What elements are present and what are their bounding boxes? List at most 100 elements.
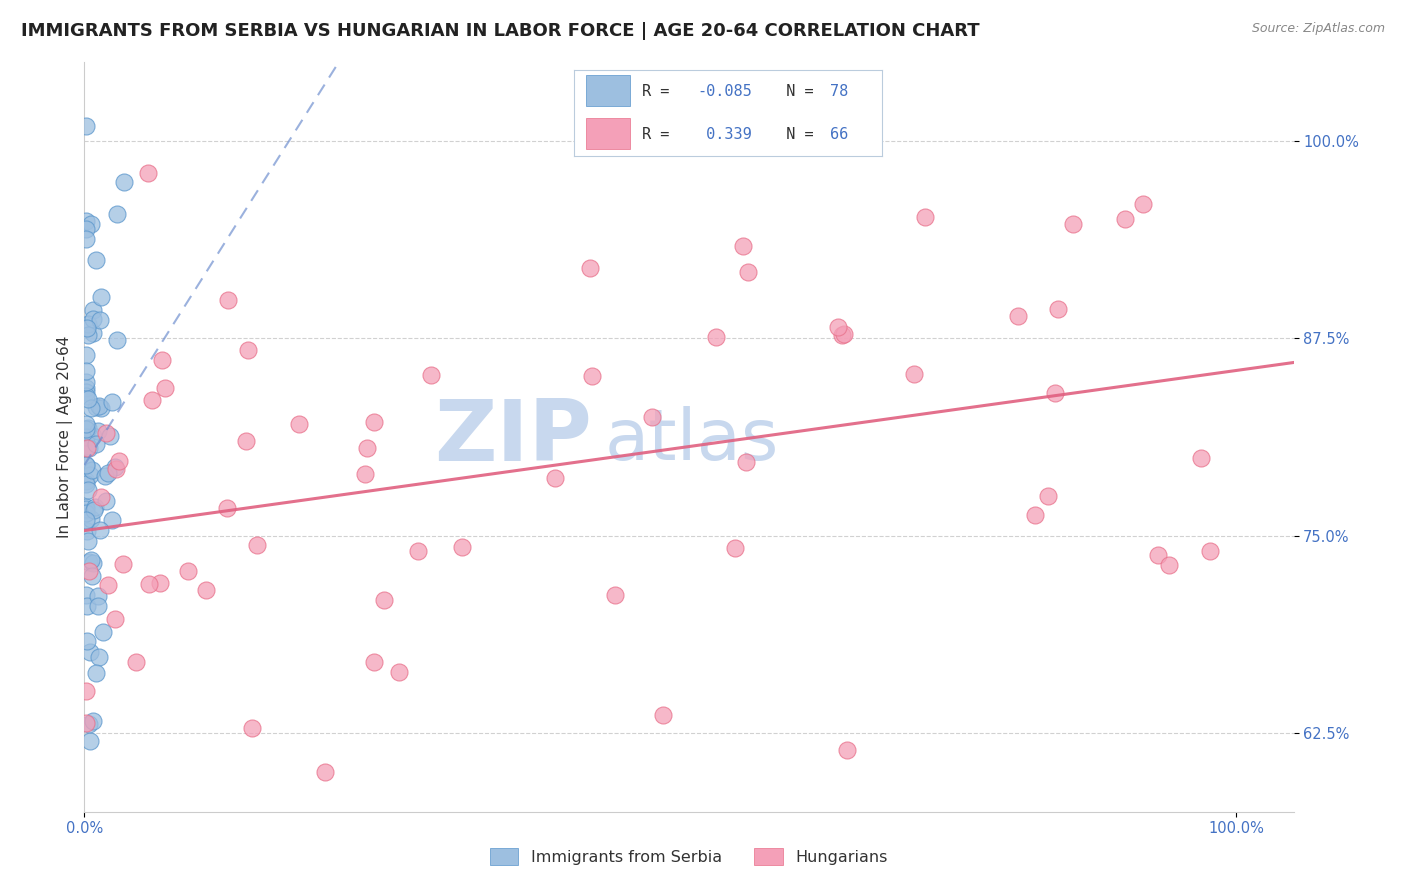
Point	[75, 119, 97, 133]
Point	[98, 429, 121, 443]
Point	[96, 578, 118, 592]
Point	[75, 348, 97, 362]
Point	[107, 453, 129, 467]
Point	[236, 343, 259, 357]
Point	[353, 467, 375, 482]
Point	[77, 565, 100, 579]
Point	[76, 533, 98, 548]
Point	[1159, 558, 1181, 573]
Point	[86, 436, 108, 450]
Point	[356, 441, 378, 455]
Text: atlas: atlas	[605, 407, 779, 475]
Point	[86, 400, 108, 414]
Point	[914, 210, 936, 224]
Point	[96, 494, 118, 508]
Point	[104, 612, 127, 626]
Point	[215, 501, 238, 516]
Text: IMMIGRANTS FROM SERBIA VS HUNGARIAN IN LABOR FORCE | AGE 20-64 CORRELATION CHART: IMMIGRANTS FROM SERBIA VS HUNGARIAN IN L…	[21, 22, 980, 40]
Point	[82, 326, 104, 340]
Point	[75, 375, 97, 389]
Point	[76, 439, 98, 453]
Point	[80, 217, 103, 231]
Point	[83, 503, 105, 517]
Point	[87, 424, 110, 438]
Point	[704, 330, 727, 344]
Point	[75, 458, 97, 473]
Point	[75, 588, 97, 602]
Point	[75, 389, 97, 403]
Point	[75, 500, 97, 514]
Point	[96, 426, 118, 441]
Point	[903, 368, 925, 382]
Point	[75, 417, 97, 431]
Point	[75, 232, 97, 246]
Point	[80, 553, 103, 567]
Point	[76, 317, 98, 331]
Point	[75, 683, 97, 698]
Point	[141, 393, 163, 408]
Point	[75, 715, 97, 730]
Point	[419, 368, 441, 382]
Point	[104, 459, 127, 474]
Point	[724, 541, 747, 556]
Point	[1047, 301, 1070, 316]
Point	[1132, 196, 1154, 211]
Point	[87, 399, 110, 413]
Point	[75, 441, 97, 455]
Point	[75, 385, 97, 400]
Y-axis label: In Labor Force | Age 20-64: In Labor Force | Age 20-64	[58, 336, 73, 538]
Point	[77, 555, 100, 569]
Point	[363, 415, 385, 429]
Point	[77, 392, 100, 406]
Point	[104, 462, 127, 476]
Point	[82, 556, 104, 570]
Point	[314, 765, 336, 780]
Point	[84, 500, 107, 514]
Text: ZIP: ZIP	[434, 395, 592, 479]
Point	[79, 733, 101, 747]
Point	[125, 655, 148, 669]
Point	[737, 265, 759, 279]
Point	[76, 634, 98, 648]
Point	[450, 541, 472, 555]
Point	[1062, 217, 1084, 231]
Point	[89, 649, 111, 664]
Point	[90, 401, 112, 416]
Point	[217, 293, 239, 308]
Point	[136, 166, 159, 180]
Point	[75, 213, 97, 227]
Point	[138, 577, 160, 591]
Legend: Immigrants from Serbia, Hungarians: Immigrants from Serbia, Hungarians	[484, 842, 894, 871]
Point	[80, 462, 103, 476]
Point	[76, 321, 98, 335]
Point	[100, 395, 122, 409]
Point	[82, 302, 104, 317]
Point	[149, 575, 172, 590]
Point	[75, 506, 97, 520]
Point	[827, 320, 849, 334]
Point	[76, 483, 98, 497]
Point	[76, 524, 98, 538]
Point	[837, 742, 859, 756]
Point	[735, 455, 758, 469]
Point	[87, 599, 110, 614]
Point	[79, 401, 101, 416]
Point	[75, 430, 97, 444]
Point	[91, 625, 114, 640]
Point	[246, 538, 269, 552]
Point	[82, 311, 104, 326]
Point	[84, 665, 107, 680]
Point	[112, 175, 135, 189]
Point	[77, 441, 100, 455]
Point	[731, 239, 754, 253]
Point	[89, 523, 111, 537]
Point	[105, 207, 128, 221]
Point	[90, 490, 112, 504]
Point	[75, 513, 97, 527]
Point	[544, 471, 567, 485]
Point	[76, 421, 98, 435]
Point	[75, 222, 97, 236]
Point	[75, 422, 97, 436]
Point	[150, 352, 173, 367]
Point	[1007, 309, 1029, 323]
